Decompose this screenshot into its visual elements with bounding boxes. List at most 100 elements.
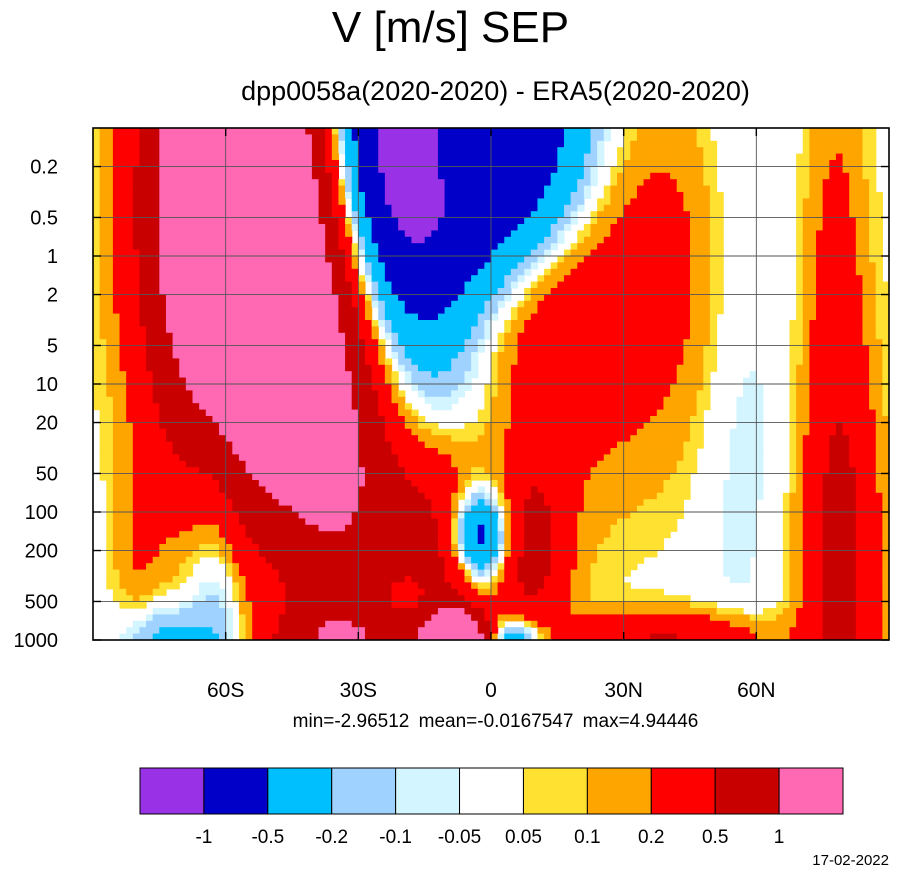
field-cell bbox=[431, 345, 439, 353]
field-cell bbox=[670, 249, 678, 257]
field-cell bbox=[212, 160, 220, 167]
field-cell bbox=[610, 384, 618, 391]
field-cell bbox=[829, 198, 837, 206]
field-cell bbox=[258, 198, 267, 206]
field-cell bbox=[842, 230, 850, 238]
field-cell bbox=[391, 409, 399, 417]
field-cell bbox=[225, 364, 233, 372]
field-cell bbox=[842, 364, 850, 372]
field-cell bbox=[179, 249, 187, 257]
field-cell bbox=[146, 358, 154, 366]
field-cell bbox=[709, 243, 718, 251]
field-cell bbox=[298, 345, 306, 353]
field-cell bbox=[676, 128, 684, 135]
field-cell bbox=[159, 172, 167, 180]
field-cell bbox=[491, 243, 499, 251]
field-cell bbox=[146, 294, 154, 302]
field-cell bbox=[331, 345, 340, 353]
field-cell bbox=[238, 140, 247, 148]
field-cell bbox=[411, 140, 419, 148]
field-cell bbox=[709, 192, 718, 199]
field-cell bbox=[882, 358, 889, 366]
field-cell bbox=[796, 352, 804, 359]
field-cell bbox=[338, 140, 346, 148]
field-cell bbox=[862, 339, 870, 347]
field-cell bbox=[497, 281, 505, 289]
field-cell bbox=[636, 300, 645, 308]
field-cell bbox=[570, 326, 578, 334]
field-cell bbox=[743, 384, 751, 391]
field-cell bbox=[384, 268, 393, 276]
field-cell bbox=[238, 249, 247, 257]
field-cell bbox=[139, 358, 147, 366]
field-cell bbox=[311, 409, 320, 417]
field-cell bbox=[384, 294, 393, 302]
field-cell bbox=[238, 307, 247, 315]
field-cell bbox=[146, 224, 154, 231]
field-cell bbox=[829, 307, 837, 315]
field-cell bbox=[524, 224, 532, 231]
field-cell bbox=[789, 326, 797, 334]
field-cell bbox=[504, 198, 512, 206]
field-cell bbox=[298, 217, 306, 225]
field-cell bbox=[404, 204, 412, 212]
field-cell bbox=[165, 134, 174, 142]
field-cell bbox=[338, 313, 346, 321]
field-cell bbox=[544, 224, 552, 231]
field-cell bbox=[424, 185, 432, 193]
field-cell bbox=[855, 332, 864, 340]
field-cell bbox=[451, 313, 459, 321]
field-cell bbox=[557, 192, 565, 199]
field-cell bbox=[557, 288, 565, 295]
field-cell bbox=[238, 160, 247, 167]
field-cell bbox=[663, 249, 671, 257]
field-cell bbox=[636, 288, 645, 295]
field-cell bbox=[822, 185, 830, 193]
field-cell bbox=[822, 166, 830, 174]
field-cell bbox=[491, 211, 499, 219]
field-cell bbox=[165, 217, 174, 225]
field-cell bbox=[364, 147, 373, 155]
field-cell bbox=[139, 128, 147, 135]
field-cell bbox=[524, 198, 532, 206]
field-cell bbox=[451, 192, 459, 199]
field-cell bbox=[835, 364, 844, 372]
field-cell bbox=[106, 300, 114, 308]
field-cell bbox=[378, 179, 386, 187]
field-cell bbox=[338, 377, 346, 385]
field-cell bbox=[165, 249, 174, 257]
field-cell bbox=[610, 320, 618, 327]
field-cell bbox=[464, 422, 472, 430]
field-cell bbox=[338, 339, 346, 347]
field-cell bbox=[112, 390, 121, 398]
field-cell bbox=[875, 262, 883, 270]
field-cell bbox=[351, 352, 359, 359]
field-cell bbox=[577, 320, 585, 327]
field-cell bbox=[630, 377, 638, 385]
field-cell bbox=[345, 192, 353, 199]
field-cell bbox=[517, 243, 525, 251]
field-cell bbox=[809, 358, 817, 366]
field-cell bbox=[424, 160, 432, 167]
field-cell bbox=[404, 358, 412, 366]
field-cell bbox=[318, 185, 326, 193]
field-cell bbox=[371, 281, 379, 289]
field-cell bbox=[809, 307, 817, 315]
field-cell bbox=[570, 352, 578, 359]
field-cell bbox=[238, 281, 247, 289]
field-cell bbox=[869, 211, 877, 219]
field-cell bbox=[99, 211, 107, 219]
field-cell bbox=[537, 172, 545, 180]
field-cell bbox=[550, 294, 558, 302]
field-cell bbox=[603, 288, 611, 295]
field-cell bbox=[517, 313, 525, 321]
field-cell bbox=[451, 377, 459, 385]
field-cell bbox=[709, 352, 718, 359]
field-cell bbox=[809, 230, 817, 238]
field-cell bbox=[245, 256, 253, 263]
field-cell bbox=[683, 160, 691, 167]
field-cell bbox=[849, 396, 857, 404]
field-cell bbox=[112, 396, 121, 404]
field-cell bbox=[517, 396, 525, 404]
field-cell bbox=[570, 390, 578, 398]
